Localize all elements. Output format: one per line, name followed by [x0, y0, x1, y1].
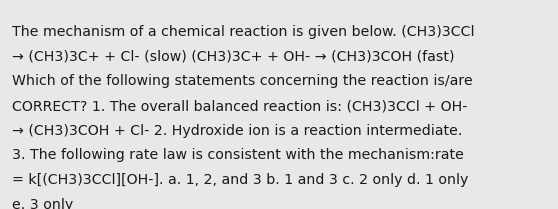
Text: Which of the following statements concerning the reaction is/are: Which of the following statements concer…: [12, 74, 473, 88]
Text: 3. The following rate law is consistent with the mechanism:rate: 3. The following rate law is consistent …: [12, 148, 464, 162]
Text: → (CH3)3COH + Cl- 2. Hydroxide ion is a reaction intermediate.: → (CH3)3COH + Cl- 2. Hydroxide ion is a …: [12, 124, 463, 138]
Text: CORRECT? 1. The overall balanced reaction is: (CH3)3CCl + OH-: CORRECT? 1. The overall balanced reactio…: [12, 99, 468, 113]
Text: = k[(CH3)3CCl][OH-]. a. 1, 2, and 3 b. 1 and 3 c. 2 only d. 1 only: = k[(CH3)3CCl][OH-]. a. 1, 2, and 3 b. 1…: [12, 173, 469, 187]
Text: e. 3 only: e. 3 only: [12, 198, 74, 209]
Text: The mechanism of a chemical reaction is given below. (CH3)3CCl: The mechanism of a chemical reaction is …: [12, 25, 475, 39]
Text: → (CH3)3C+ + Cl- (slow) (CH3)3C+ + OH- → (CH3)3COH (fast): → (CH3)3C+ + Cl- (slow) (CH3)3C+ + OH- →…: [12, 50, 455, 64]
